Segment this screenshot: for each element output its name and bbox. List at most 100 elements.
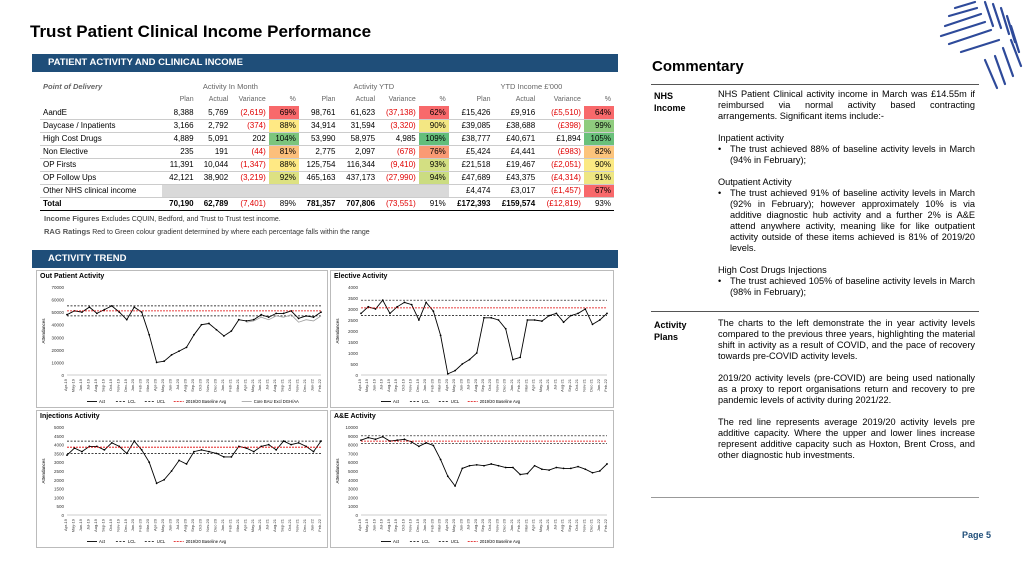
x-tick-label: Jun-21	[257, 518, 262, 531]
table-cell	[231, 184, 269, 198]
x-tick-label: Oct-21	[574, 518, 579, 531]
y-axis-label: Attendances	[41, 318, 46, 344]
data-point	[461, 467, 464, 470]
data-point	[432, 310, 435, 313]
table-cell: 88%	[268, 119, 299, 133]
table-cell: £172,393	[448, 196, 494, 211]
data-point	[118, 311, 121, 314]
table-cell: 93%	[583, 196, 614, 211]
data-point	[490, 316, 493, 319]
data-point	[275, 312, 278, 315]
x-tick-label: Apr-20	[153, 378, 158, 391]
nhs-intro: NHS Patient Clinical activity income in …	[718, 89, 975, 121]
table-cell: (£5,510)	[538, 106, 584, 120]
table-cell: (73,551)	[378, 196, 419, 211]
y-tick-label: 3000	[348, 487, 359, 492]
x-tick-label: Oct-19	[108, 378, 113, 391]
y-tick-label: 3000	[348, 307, 359, 312]
x-tick-label: Feb-22	[603, 518, 608, 531]
data-point	[374, 308, 377, 310]
x-tick-label: May-20	[160, 518, 165, 532]
data-point	[512, 466, 514, 469]
x-tick-label: Aug-20	[183, 378, 188, 392]
data-point	[260, 313, 263, 316]
divider	[651, 84, 979, 85]
x-tick-label: Jan-21	[220, 518, 225, 531]
x-tick-label: Nov-20	[494, 378, 499, 392]
legend-label: 2019/20 Baseline Avg	[480, 539, 521, 544]
data-point	[425, 301, 428, 304]
table-cell: 104%	[268, 132, 299, 146]
bullet-icon: •	[718, 144, 722, 154]
legend-label: Act	[393, 399, 400, 404]
y-tick-label: 20000	[51, 348, 64, 353]
data-point	[577, 312, 579, 315]
data-point	[468, 464, 471, 467]
data-point	[215, 452, 218, 455]
table-cell: (£398)	[538, 119, 584, 133]
x-tick-label: Feb-21	[516, 378, 521, 391]
chart-ae: A&E Activity 0 1000 2000 3000 4000 5000 6000 700…	[330, 410, 614, 548]
data-point	[252, 318, 255, 321]
data-point	[555, 312, 558, 315]
chart-title: Elective Activity	[334, 273, 388, 280]
page-number: Page 5	[962, 530, 992, 540]
x-tick-label: Dec-19	[415, 378, 420, 392]
table-cell	[378, 184, 419, 198]
data-point	[533, 464, 536, 467]
table-cell: 42,121	[162, 171, 197, 185]
data-point	[148, 461, 151, 464]
y-tick-label: 0	[355, 513, 358, 518]
table-cell: £3,017	[493, 184, 539, 198]
x-tick-label: Aug-20	[473, 378, 478, 392]
data-point	[454, 485, 456, 487]
table-cell: 38,902	[196, 171, 232, 185]
data-point	[267, 316, 270, 319]
x-tick-label: Jan-20	[422, 378, 427, 391]
data-point	[439, 334, 442, 337]
x-tick-label: Nov-20	[205, 378, 210, 392]
x-tick-label: Mar-20	[145, 378, 150, 391]
table-cell	[162, 184, 197, 198]
table-cell: 94%	[418, 171, 449, 185]
subheader: Actual	[515, 96, 536, 103]
subheader: Plan	[179, 96, 194, 103]
data-point	[526, 319, 529, 321]
x-tick-label: Dec-21	[302, 378, 307, 392]
data-point	[562, 467, 565, 470]
table-cell: 76%	[418, 145, 449, 159]
table-cell: (£12,819)	[538, 196, 584, 211]
table-cell: (44)	[231, 145, 269, 159]
data-point	[591, 323, 594, 326]
x-tick-label: Nov-19	[115, 378, 120, 392]
table-cell: 5,769	[196, 106, 232, 120]
table-cell: £4,441	[493, 145, 539, 159]
table-cell: 781,357	[298, 196, 339, 211]
table-cell: 4,889	[162, 132, 197, 146]
data-point	[185, 346, 188, 349]
table-row: AandE 8,388 5,769 (2,619) 69% 98,761 61,623 (37…	[40, 106, 614, 120]
legend-label: UCL	[157, 399, 166, 404]
table-cell: (374)	[231, 119, 269, 133]
activity-plans-commentary: The charts to the left demonstrate the i…	[718, 318, 975, 472]
data-point	[598, 319, 601, 321]
y-tick-label: 10000	[51, 360, 64, 365]
table-cell: 2,775	[298, 145, 339, 159]
legend-label: UCL	[157, 539, 166, 544]
x-tick-label: Jan-21	[220, 378, 225, 391]
x-tick-label: Apr-20	[153, 518, 158, 531]
data-point	[562, 321, 565, 324]
inpatient-head: Inpatient activity	[718, 133, 784, 143]
data-point	[215, 328, 218, 331]
y-tick-label: 60000	[51, 298, 64, 303]
commentary-title: Commentary	[652, 58, 744, 75]
table-cell: 202	[231, 132, 269, 146]
table-row: OP Firsts 11,391 10,044 (1,347) 88% 125,754 11…	[40, 158, 614, 172]
data-point	[584, 468, 587, 471]
income-note-text: Excludes CQUIN, Bedford, and Trust to Tr…	[101, 216, 281, 223]
activity-plans-label: Activity Plans	[654, 320, 687, 342]
data-point	[410, 441, 413, 443]
y-tick-label: 0	[355, 373, 358, 378]
table-row: Non Elective 235 191 (44) 81% 2,775 2,097 (678)…	[40, 145, 614, 159]
table-total-row: Total 70,190 62,789 (7,401) 89% 781,357 707,80…	[40, 196, 614, 211]
